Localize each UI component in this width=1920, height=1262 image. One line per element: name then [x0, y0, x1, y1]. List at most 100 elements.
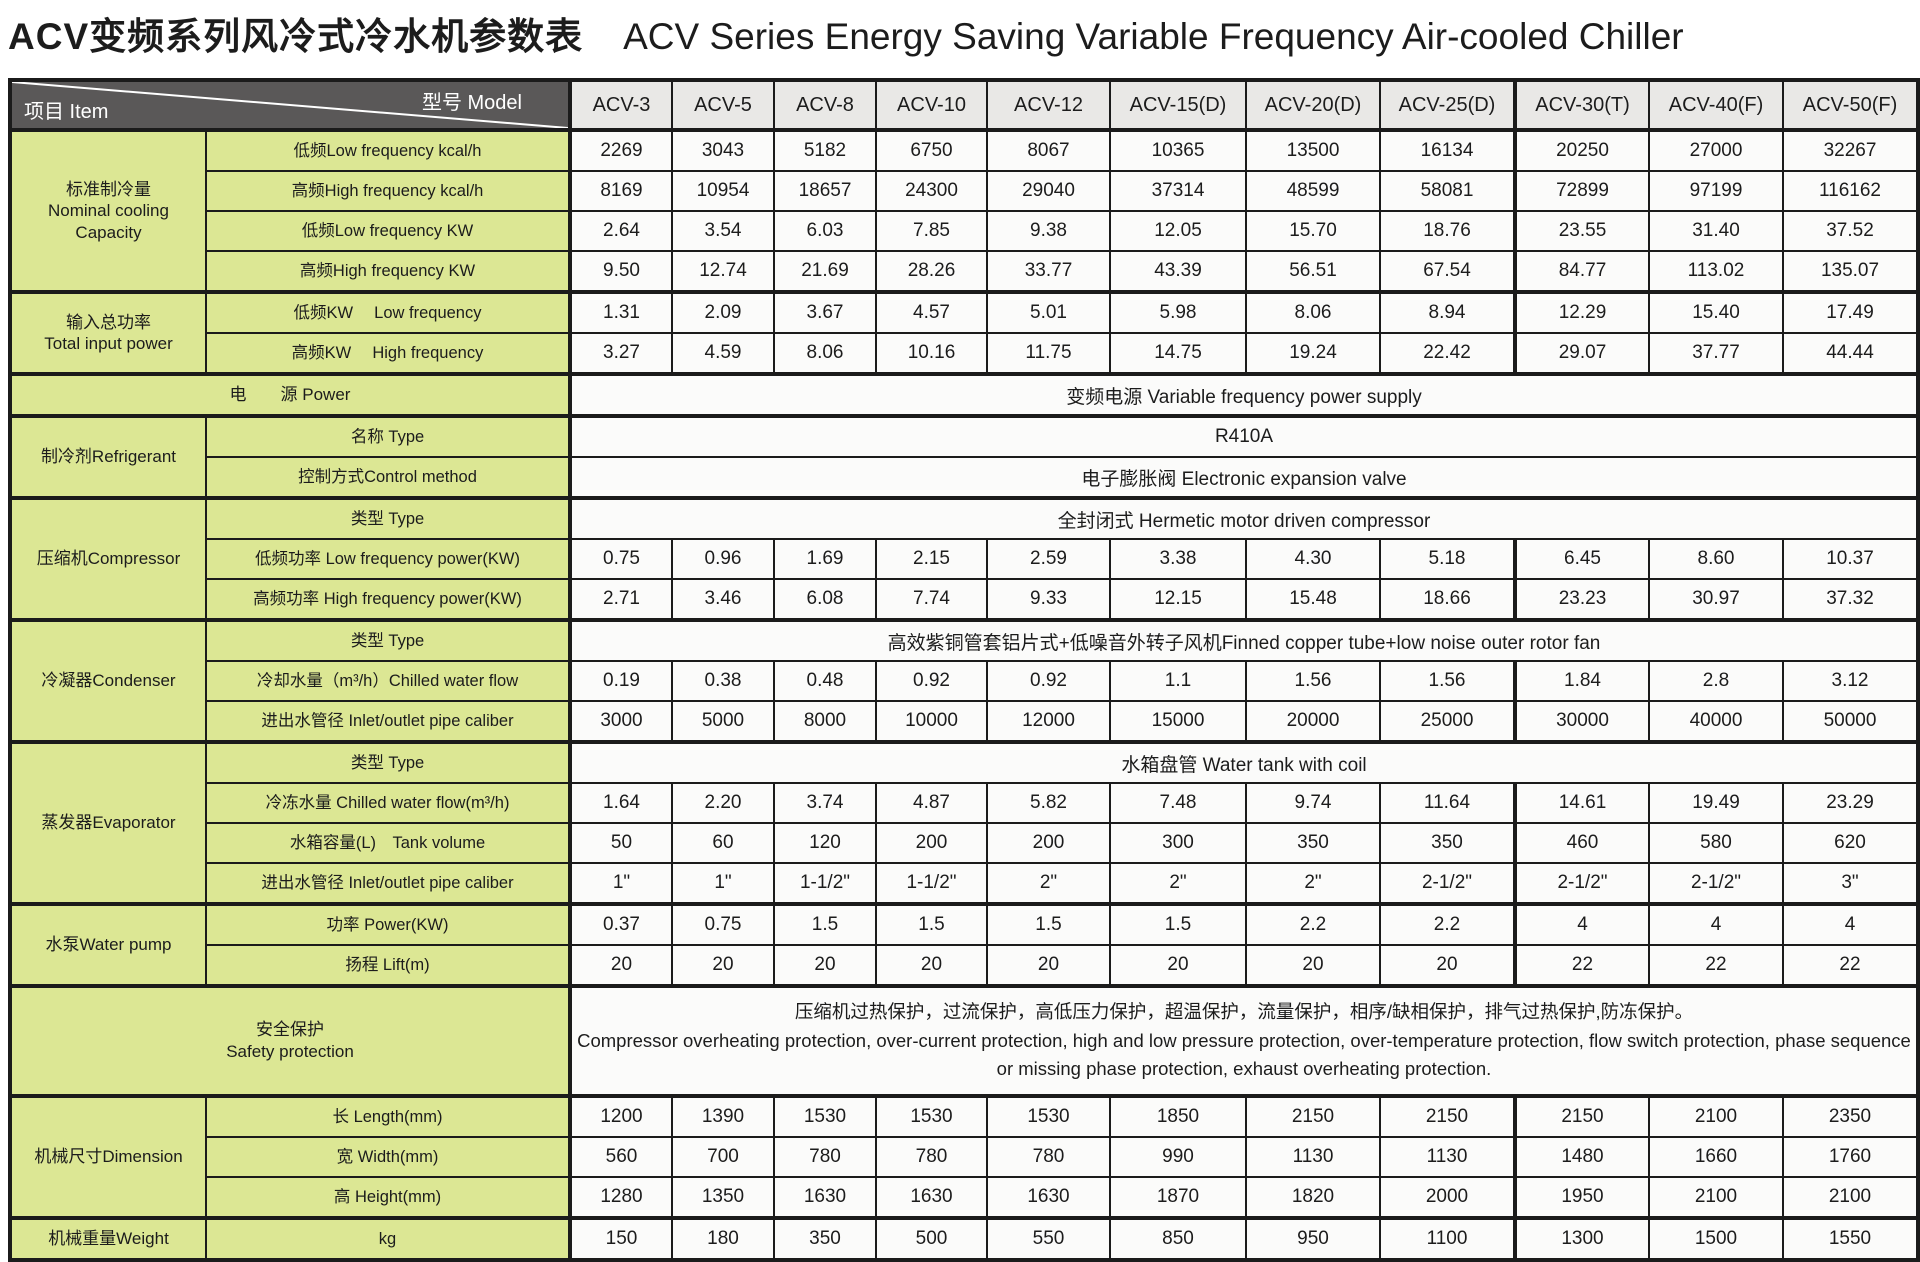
value-cell: 2100 [1782, 1176, 1919, 1220]
value-cell: 37.52 [1782, 210, 1919, 252]
value-cell: 15000 [1109, 700, 1247, 744]
value-cell: 1.84 [1513, 660, 1650, 702]
value-cell: 23.29 [1782, 782, 1919, 824]
table-row: 高频KW High frequency 3.27 4.59 8.06 10.16 11.… [10, 332, 1919, 376]
value-cell: 97199 [1648, 170, 1784, 212]
value-cell: 8067 [986, 129, 1111, 172]
value-cell: 3043 [671, 129, 775, 172]
value-cell: 0.38 [671, 660, 775, 702]
value-cell: 0.92 [986, 660, 1111, 702]
value-cell: 1390 [671, 1095, 775, 1138]
table-row: 标准制冷量 Nominal cooling Capacity 低频Low fre… [9, 129, 1919, 294]
value-cell: 560 [569, 1136, 673, 1178]
row-label-cell: 类型 Type [205, 497, 572, 540]
value-cell: 3" [1782, 862, 1919, 906]
value-cell: 5.18 [1379, 538, 1516, 580]
diagonal-divider-line [12, 82, 568, 128]
value-cell: 0.92 [875, 660, 988, 702]
table-row: 机械重量Weight kg 150 180 350 500 550 850 950 1100 1… [9, 1217, 1919, 1262]
value-cell: 1660 [1648, 1136, 1784, 1178]
value-cell: 5.98 [1109, 291, 1247, 334]
table-row: 水箱容量(L) Tank volume 50 60 120 200 200 300 350 3… [10, 822, 1919, 864]
value-cell: 18657 [773, 170, 877, 212]
value-cell: 1530 [986, 1095, 1111, 1138]
row-label-cell: 低频Low frequency KW [205, 210, 572, 252]
value-cell: 72899 [1513, 170, 1650, 212]
table-row: 制冷剂Refrigerant 名称 Type R410A [9, 415, 1919, 500]
model-header-cell: ACV-3 [569, 79, 673, 132]
value-cell: 4.87 [875, 782, 988, 824]
value-cell: 150 [569, 1217, 673, 1262]
value-cell: 0.96 [671, 538, 775, 580]
model-header-cell: ACV-40(F) [1648, 79, 1784, 132]
value-cell: 10954 [671, 170, 775, 212]
page-title: ACV变频系列风冷式冷水机参数表 ACV Series Energy Savin… [8, 4, 1914, 78]
value-cell: 31.40 [1648, 210, 1784, 252]
safety-value-cell: 压缩机过热保护，过流保护，高低压力保护，超温保护，流量保护，相序/缺相保护，排气… [569, 985, 1919, 1098]
value-cell: 16134 [1379, 129, 1516, 172]
corner-header-cell: 型号 Model 项目 Item [9, 79, 572, 132]
value-cell: 1.56 [1245, 660, 1381, 702]
value-cell: 8.94 [1379, 291, 1516, 334]
value-cell: 4.59 [671, 332, 775, 376]
value-cell: 1130 [1245, 1136, 1381, 1178]
table-row: 机械尺寸Dimension 长 Length(mm) 1200 1390 1530 1… [9, 1095, 1919, 1220]
value-cell: 12.74 [671, 250, 775, 294]
value-cell: 300 [1109, 822, 1247, 864]
value-cell: 2.20 [671, 782, 775, 824]
value-cell: 1630 [986, 1176, 1111, 1220]
value-cell: 30.97 [1648, 578, 1784, 622]
table-row: 输入总功率 Total input power 低频KW Low frequen… [9, 291, 1919, 376]
value-cell: 9.74 [1245, 782, 1381, 824]
table-row: 高 Height(mm) 1280 1350 1630 1630 1630 1870 182… [10, 1176, 1919, 1220]
value-cell: 1500 [1648, 1217, 1784, 1262]
row-label-cell: 低频KW Low frequency [205, 291, 572, 334]
value-cell: 10000 [875, 700, 988, 744]
value-cell: 780 [986, 1136, 1111, 1178]
value-cell: 10.37 [1782, 538, 1919, 580]
value-cell: 2150 [1513, 1095, 1650, 1138]
value-cell: 3.27 [569, 332, 673, 376]
row-label-cell: 高频High frequency kcal/h [205, 170, 572, 212]
value-cell: 58081 [1379, 170, 1516, 212]
table-row: 安全保护 Safety protection 压缩机过热保护，过流保护，高低压力… [9, 985, 1919, 1098]
value-cell: 9.38 [986, 210, 1111, 252]
value-cell: 20000 [1245, 700, 1381, 744]
spec-table: 型号 Model 项目 Item ACV-3 ACV-5 ACV-8 ACV-10 AC… [8, 78, 1920, 1262]
value-cell: 10.16 [875, 332, 988, 376]
value-cell: 12000 [986, 700, 1111, 744]
value-cell: 13500 [1245, 129, 1381, 172]
value-cell: 2100 [1648, 1095, 1784, 1138]
value-cell: 20 [1379, 944, 1516, 988]
value-cell: 350 [1245, 822, 1381, 864]
value-cell: 5182 [773, 129, 877, 172]
model-header-cell: ACV-5 [671, 79, 775, 132]
value-cell: 43.39 [1109, 250, 1247, 294]
row-label-cell: 功率 Power(KW) [205, 903, 572, 946]
value-cell: 2350 [1782, 1095, 1919, 1138]
value-cell: 1.64 [569, 782, 673, 824]
control-method-value-cell: 电子膨胀阀 Electronic expansion valve [569, 456, 1919, 500]
value-cell: 22 [1782, 944, 1919, 988]
value-cell: 21.69 [773, 250, 877, 294]
value-cell: 1.1 [1109, 660, 1247, 702]
title-chinese: ACV变频系列风冷式冷水机参数表 [8, 16, 584, 57]
value-cell: 1870 [1109, 1176, 1247, 1220]
value-cell: 19.49 [1648, 782, 1784, 824]
item-axis-label: 项目 Item [24, 101, 109, 123]
value-cell: 11.64 [1379, 782, 1516, 824]
value-cell: 12.29 [1513, 291, 1650, 334]
value-cell: 350 [1379, 822, 1516, 864]
value-cell: 12.15 [1109, 578, 1247, 622]
value-cell: 0.37 [569, 903, 673, 946]
value-cell: 44.44 [1782, 332, 1919, 376]
value-cell: 11.75 [986, 332, 1111, 376]
row-label-cell: 控制方式Control method [205, 456, 572, 500]
value-cell: 1630 [773, 1176, 877, 1220]
table-row: 高频功率 High frequency power(KW) 2.71 3.46 6.… [10, 578, 1919, 622]
value-cell: 1350 [671, 1176, 775, 1220]
row-label-cell: 冷冻水量 Chilled water flow(m³/h) [205, 782, 572, 824]
value-cell: 2.64 [569, 210, 673, 252]
row-label-cell: 高频KW High frequency [205, 332, 572, 376]
value-cell: 8.60 [1648, 538, 1784, 580]
